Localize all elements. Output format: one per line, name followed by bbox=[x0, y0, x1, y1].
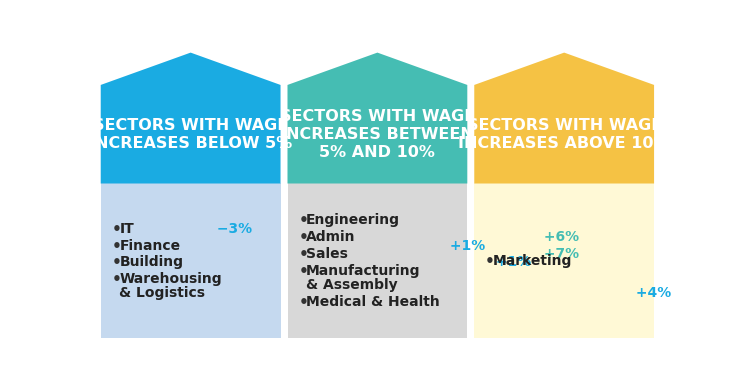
Text: •: • bbox=[298, 230, 308, 245]
Text: +4%: +4% bbox=[631, 286, 671, 300]
Text: •: • bbox=[298, 247, 308, 262]
Text: •: • bbox=[112, 255, 122, 271]
Text: •: • bbox=[298, 295, 308, 310]
Text: Sales: Sales bbox=[306, 247, 348, 261]
Bar bbox=[100, 183, 280, 338]
Text: +1%: +1% bbox=[491, 255, 532, 269]
Text: Warehousing: Warehousing bbox=[119, 272, 222, 286]
Text: •: • bbox=[298, 264, 308, 279]
Text: SECTORS WITH WAGE
INCREASES BETWEEN
5% AND 10%: SECTORS WITH WAGE INCREASES BETWEEN 5% A… bbox=[280, 109, 475, 160]
Bar bbox=[474, 183, 654, 338]
Text: •: • bbox=[112, 272, 122, 288]
Text: +1%: +1% bbox=[445, 238, 485, 253]
Text: & Logistics: & Logistics bbox=[119, 286, 206, 300]
Text: •: • bbox=[112, 238, 122, 253]
Text: •: • bbox=[298, 213, 308, 228]
Text: −3%: −3% bbox=[212, 222, 253, 236]
Polygon shape bbox=[474, 53, 654, 183]
Text: Marketing: Marketing bbox=[493, 254, 572, 268]
Text: Building: Building bbox=[119, 255, 183, 269]
Text: Admin: Admin bbox=[306, 230, 356, 244]
Text: Medical & Health: Medical & Health bbox=[306, 295, 440, 309]
Polygon shape bbox=[287, 53, 467, 183]
Text: SECTORS WITH WAGE
INCREASES BELOW 5%: SECTORS WITH WAGE INCREASES BELOW 5% bbox=[89, 118, 292, 151]
Polygon shape bbox=[100, 53, 280, 183]
Text: •: • bbox=[485, 254, 495, 269]
Text: Manufacturing: Manufacturing bbox=[306, 264, 421, 278]
Bar bbox=[287, 183, 467, 338]
Text: +6%: +6% bbox=[538, 230, 579, 244]
Text: Finance: Finance bbox=[119, 238, 181, 253]
Text: & Assembly: & Assembly bbox=[306, 278, 398, 292]
Text: +7%: +7% bbox=[538, 247, 579, 261]
Text: •: • bbox=[112, 222, 122, 236]
Text: SECTORS WITH WAGE
INCREASES ABOVE 10%: SECTORS WITH WAGE INCREASES ABOVE 10% bbox=[458, 118, 670, 151]
Text: IT: IT bbox=[119, 222, 134, 236]
Text: Engineering: Engineering bbox=[306, 213, 400, 227]
